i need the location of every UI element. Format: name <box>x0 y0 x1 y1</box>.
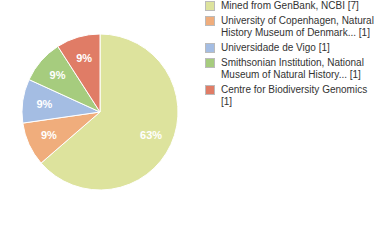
html-text:University of Copenhagen, Natu: University of Copenhagen, Natural Histor… <box>221 15 374 38</box>
svg-text:9%: 9% <box>36 98 52 110</box>
html-text:Centre for Biodiversity Genomi: Centre for Biodiversity Genomics [1] <box>221 84 368 107</box>
html-text:Mined from GenBank, NCBI [7]: Mined from GenBank, NCBI [7] <box>221 0 359 11</box>
svg-text:63%: 63% <box>140 129 162 141</box>
svg-text:9%: 9% <box>50 69 66 81</box>
svg-text:9%: 9% <box>76 52 92 64</box>
html-text:Smithsonian Institution, Natio: Smithsonian Institution, National Museum… <box>221 57 364 80</box>
svg-text:9%: 9% <box>41 129 57 141</box>
html-text:Universidade de Vigo [1]: Universidade de Vigo [1] <box>221 42 330 53</box>
